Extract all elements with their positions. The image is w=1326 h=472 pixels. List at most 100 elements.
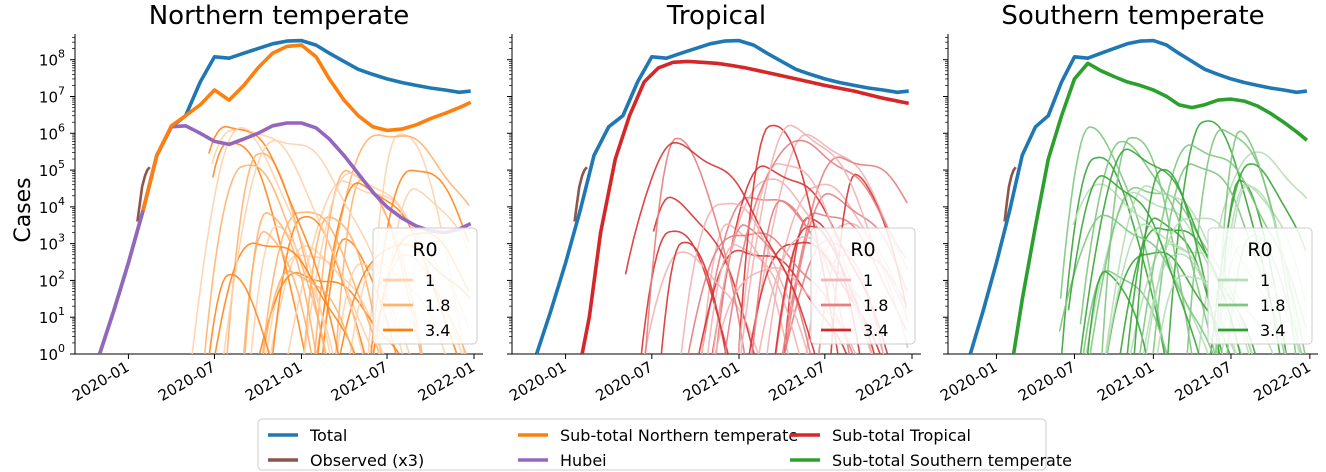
x-tick-label: 2021-07 [1172,358,1235,405]
simulation-line [208,273,271,354]
y-tick-label: 108 [39,48,65,70]
simulation-line [226,152,326,354]
x-tick-label: 2022-01 [1251,358,1314,405]
y-tick-label: 106 [39,121,65,143]
simulation-line [1214,130,1297,354]
simulation-line [652,196,756,354]
simulation-line [1142,253,1238,354]
legend-label: Sub-total Tropical [832,426,971,445]
simulation-line [1059,126,1166,354]
panel-southern: Southern temperate 2020-01 2020-07 2021-01 2… [937,1,1318,405]
r0-legend: R0 1 1.8 3.4 [810,227,916,345]
simulation-line [1133,168,1221,354]
series-line [1003,166,1017,222]
simulation-line [367,133,465,354]
legend-label: Observed (x3) [310,451,424,470]
simulation-line [1058,214,1214,354]
simulation-line [191,126,364,354]
simulation-line [1197,151,1308,354]
plot-area [968,38,1309,354]
figure-legend: Total Observed (x3) Sub-total Northern tem… [257,418,1072,471]
legend-box [257,418,1047,471]
simulation-line [624,141,816,354]
x-tick-label: 2021-01 [1094,358,1157,405]
r0-legend-label: 1.8 [863,296,888,315]
simulation-line [781,156,908,354]
simulation-line [242,230,313,354]
legend-box [810,227,916,345]
simulation-line [1060,156,1166,354]
series-line [968,38,1308,354]
r0-legend-label: 3.4 [1260,321,1285,340]
y-tick-label: 105 [39,158,65,180]
legend-label: Sub-total Northern temperate [560,426,798,445]
r0-legend-label: 1 [863,271,873,290]
r0-legend-label: 1.8 [1260,296,1285,315]
y-tick-label: 101 [39,305,65,327]
legend-label: Sub-total Southern temperate [832,451,1072,470]
simulation-line [1105,223,1237,354]
simulation-line [1126,217,1224,354]
series-line [1011,61,1309,354]
simulation-line [314,169,422,354]
panel-title: Southern temperate [1001,1,1264,31]
simulation-line [223,139,404,354]
simulation-line [214,242,356,354]
y-tick-label: 100 [39,342,65,364]
r0-legend-title: R0 [412,239,437,261]
simulation-line [272,215,366,354]
r0-legend-label: 3.4 [863,321,888,340]
x-tick-label: 2021-01 [242,358,305,405]
simulation-line [783,217,861,354]
simulation-line [1106,251,1231,354]
series-line [141,43,472,211]
simulation-line [211,128,331,354]
simulation-line [208,125,340,354]
simulation-line [640,230,729,354]
panel-tropical: Tropical 2020-01 2020-07 2021-01 2021-07 2022… [506,1,921,405]
simulation-line [269,245,384,354]
simulation-line [783,192,908,354]
simulation-line [1086,270,1148,354]
series-line [573,166,588,222]
simulation-line [706,243,801,354]
simulation-line [830,173,907,354]
r0-legend-label: 1 [425,271,435,290]
simulation-line [1079,140,1216,354]
simulation-line [805,222,909,354]
simulation-line [261,211,381,354]
simulation-line [258,271,401,354]
simulation-line [766,183,909,354]
x-tick-label: 2020-07 [593,358,656,405]
r0-legend-title: R0 [850,239,875,261]
x-tick-label: 2020-01 [937,358,1000,405]
simulation-line [1089,186,1253,354]
y-axis-label: Cases [11,177,36,242]
simulation-line [316,134,470,354]
simulation-line [775,212,907,354]
simulation-line [321,237,397,354]
y-tick-label: 102 [39,268,65,290]
r0-legend: R0 1 1.8 3.4 [372,227,478,345]
legend-box [372,227,478,345]
y-tick-label: 103 [39,232,65,254]
legend-label: Hubei [560,451,607,470]
r0-legend-label: 3.4 [425,321,450,340]
series-line [136,166,151,222]
x-tick-label: 2020-01 [506,358,569,405]
simulation-line [750,133,909,354]
simulation-line [1101,136,1193,354]
simulation-line [724,139,907,354]
simulation-line [370,169,470,354]
x-tick-label: 2020-07 [1015,358,1078,405]
simulation-line [715,224,812,354]
simulation-line [680,202,809,354]
x-tick-label: 2021-07 [328,358,391,405]
x-tick-label: 2022-01 [853,358,916,405]
panel-northern: Northern temperate 100 101 102 103 104 105 106 1… [39,1,483,405]
simulation-line [303,215,382,354]
simulation-line [643,251,759,354]
simulation-line [262,270,355,354]
r0-legend-title: R0 [1247,239,1272,261]
simulation-line [1216,183,1306,354]
